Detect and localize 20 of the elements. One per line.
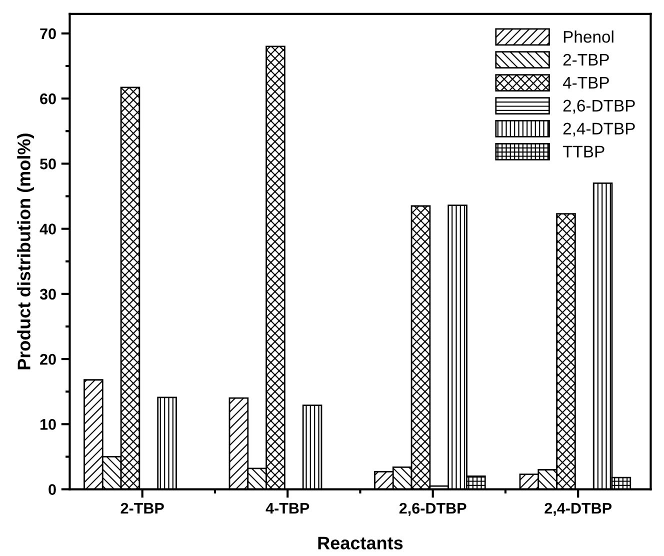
y-tick-label: 40 <box>40 224 56 234</box>
y-tick-label: 50 <box>40 158 56 170</box>
y-tick-label: 60 <box>40 93 56 104</box>
legend-label: 2,6-DTBP <box>563 100 635 114</box>
legend-label: Phenol <box>564 30 614 43</box>
x-tick-label: 2,6-DTBP <box>399 502 466 516</box>
y-axis-title: Product distribution (mol%) <box>17 134 34 370</box>
y-tick-label: 20 <box>40 354 56 365</box>
x-axis-title: Reactants <box>318 536 403 550</box>
x-tick-label: 2,4-DTBP <box>544 502 612 516</box>
y-tick-label: 70 <box>40 28 56 40</box>
x-tick-label: 2-TBP <box>120 502 164 514</box>
legend-label: 2-TBP <box>563 54 609 66</box>
y-tick-label: 30 <box>40 288 56 300</box>
legend-label: 4-TBP <box>562 77 609 88</box>
y-tick-label: 10 <box>40 419 56 430</box>
legend-label: TTBP <box>562 146 604 158</box>
y-tick-label: 0 <box>48 484 56 495</box>
x-tick-label: 4-TBP <box>266 503 310 514</box>
legend-label: 2,4-DTBP <box>563 122 635 137</box>
